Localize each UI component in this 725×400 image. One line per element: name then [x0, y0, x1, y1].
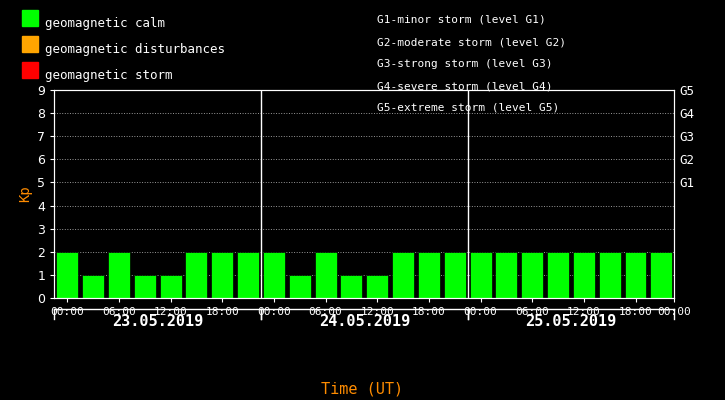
- Text: 24.05.2019: 24.05.2019: [319, 314, 410, 329]
- Bar: [57, 252, 78, 298]
- Bar: [315, 252, 336, 298]
- Bar: [418, 252, 440, 298]
- Bar: [160, 275, 181, 298]
- Text: G2-moderate storm (level G2): G2-moderate storm (level G2): [377, 37, 566, 47]
- Text: geomagnetic disturbances: geomagnetic disturbances: [45, 44, 225, 56]
- Bar: [573, 252, 594, 298]
- Bar: [82, 275, 104, 298]
- Text: G1-minor storm (level G1): G1-minor storm (level G1): [377, 15, 546, 25]
- Bar: [547, 252, 569, 298]
- Text: G4-severe storm (level G4): G4-severe storm (level G4): [377, 81, 552, 91]
- Text: Time (UT): Time (UT): [321, 381, 404, 396]
- Bar: [495, 252, 518, 298]
- Text: G3-strong storm (level G3): G3-strong storm (level G3): [377, 59, 552, 69]
- Bar: [341, 275, 362, 298]
- Bar: [134, 275, 156, 298]
- Text: geomagnetic calm: geomagnetic calm: [45, 18, 165, 30]
- Bar: [599, 252, 621, 298]
- Text: geomagnetic storm: geomagnetic storm: [45, 70, 173, 82]
- Bar: [108, 252, 130, 298]
- Bar: [470, 252, 492, 298]
- Bar: [263, 252, 285, 298]
- Bar: [366, 275, 388, 298]
- Bar: [186, 252, 207, 298]
- Y-axis label: Kp: Kp: [18, 186, 32, 202]
- Text: 23.05.2019: 23.05.2019: [112, 314, 203, 329]
- Bar: [211, 252, 233, 298]
- Bar: [444, 252, 465, 298]
- Text: 25.05.2019: 25.05.2019: [526, 314, 616, 329]
- Bar: [650, 252, 672, 298]
- Bar: [237, 252, 259, 298]
- Bar: [624, 252, 647, 298]
- Bar: [289, 275, 311, 298]
- Bar: [521, 252, 543, 298]
- Bar: [392, 252, 414, 298]
- Text: G5-extreme storm (level G5): G5-extreme storm (level G5): [377, 103, 559, 113]
